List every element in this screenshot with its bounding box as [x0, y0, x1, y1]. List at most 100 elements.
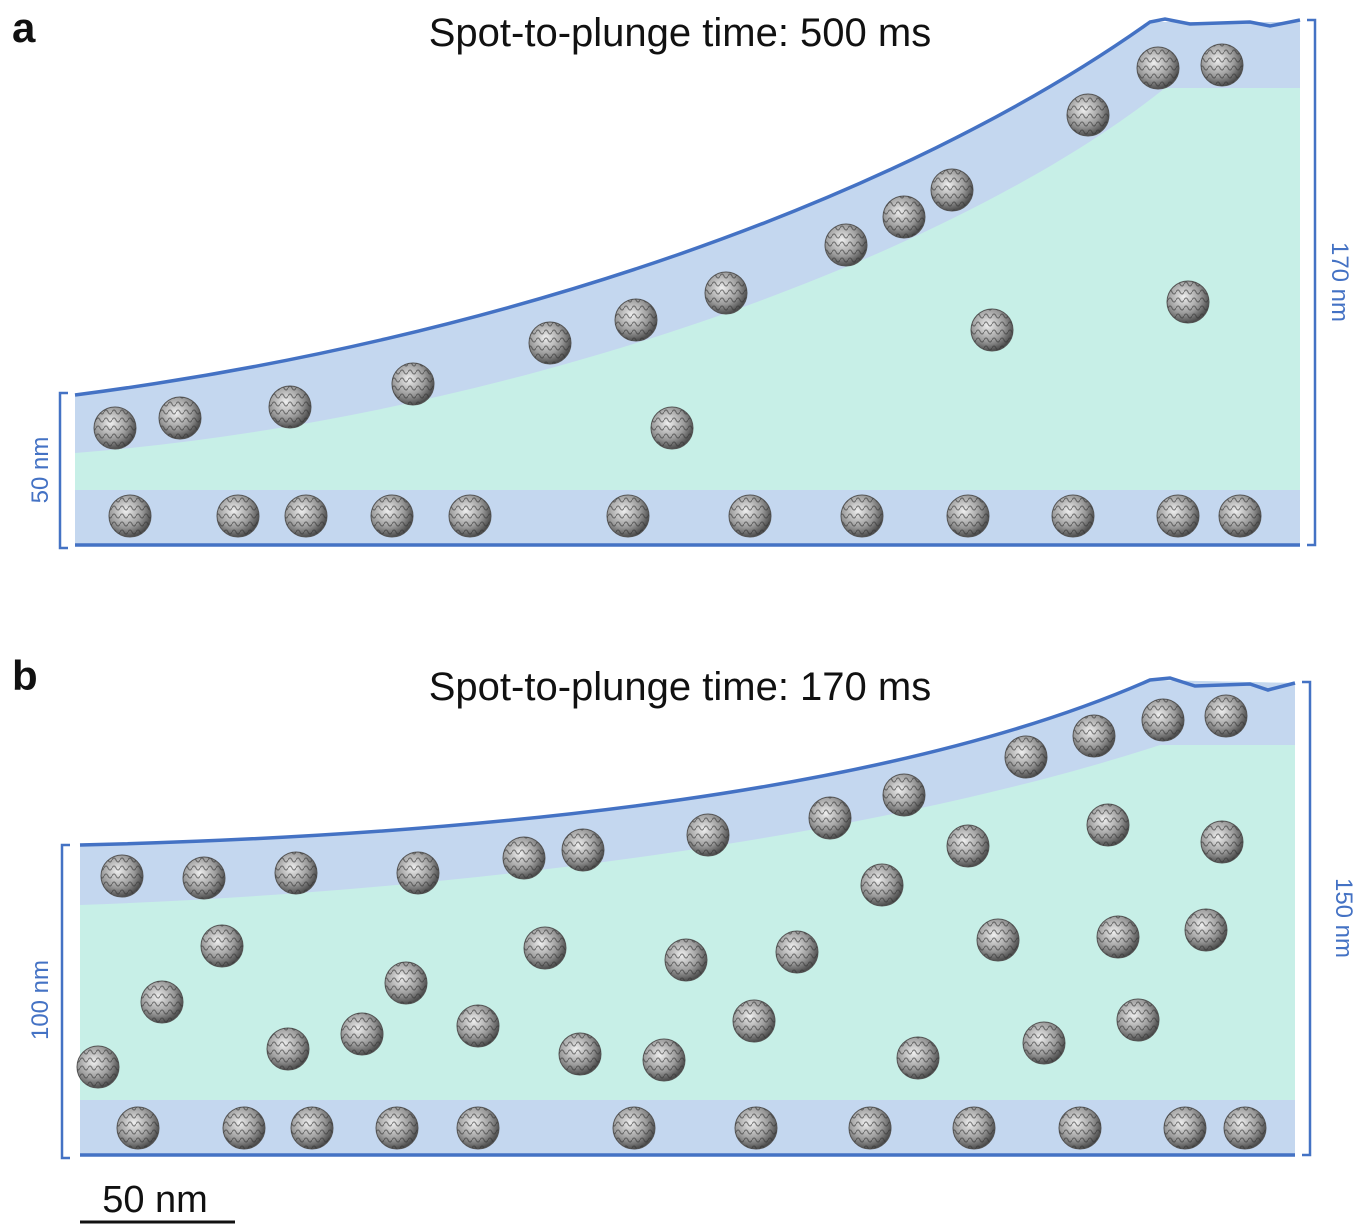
- particle-shape: [559, 1033, 601, 1075]
- particle-shape: [1087, 804, 1129, 846]
- particle-shape: [1219, 495, 1261, 537]
- particle-shape: [613, 1107, 655, 1149]
- particle: [735, 1107, 777, 1149]
- particle: [371, 495, 413, 537]
- particle: [861, 864, 903, 906]
- particle: [376, 1107, 418, 1149]
- particle: [223, 1107, 265, 1149]
- particle: [109, 495, 151, 537]
- particle-shape: [1137, 47, 1179, 89]
- particle: [665, 939, 707, 981]
- particle-shape: [94, 407, 136, 449]
- particle-shape: [1167, 281, 1209, 323]
- particle-shape: [897, 1037, 939, 1079]
- particle: [849, 1107, 891, 1149]
- particle-shape: [1201, 821, 1243, 863]
- particle: [1224, 1107, 1266, 1149]
- particle: [1005, 736, 1047, 778]
- particle-shape: [376, 1107, 418, 1149]
- particle: [883, 196, 925, 238]
- particle-shape: [503, 837, 545, 879]
- left-dimension: 100 nm: [27, 960, 54, 1040]
- particle-shape: [117, 1107, 159, 1149]
- particle: [841, 495, 883, 537]
- right-dimension: 170 nm: [1326, 242, 1353, 322]
- particle: [285, 495, 327, 537]
- particle: [457, 1005, 499, 1047]
- particle: [392, 363, 434, 405]
- particle: [1164, 1107, 1206, 1149]
- particle-shape: [457, 1005, 499, 1047]
- particle: [953, 1107, 995, 1149]
- particle: [1201, 44, 1243, 86]
- particle: [883, 774, 925, 816]
- particle: [385, 962, 427, 1004]
- particle-shape: [1201, 44, 1243, 86]
- particle-shape: [1059, 1107, 1101, 1149]
- particle-shape: [1224, 1107, 1266, 1149]
- particle: [1167, 281, 1209, 323]
- particle-shape: [201, 925, 243, 967]
- particle: [1205, 695, 1247, 737]
- particle-shape: [159, 397, 201, 439]
- particle: [947, 495, 989, 537]
- particle: [1185, 909, 1227, 951]
- particle-shape: [101, 855, 143, 897]
- particle: [524, 927, 566, 969]
- particle: [729, 495, 771, 537]
- particle-shape: [947, 495, 989, 537]
- particle-shape: [269, 386, 311, 428]
- particle: [397, 852, 439, 894]
- particle: [159, 397, 201, 439]
- particle-shape: [291, 1107, 333, 1149]
- particle: [291, 1107, 333, 1149]
- panel-title: Spot-to-plunge time: 170 ms: [429, 665, 931, 709]
- particle: [183, 857, 225, 899]
- particle: [977, 919, 1019, 961]
- particle-shape: [1023, 1022, 1065, 1064]
- particle-shape: [776, 931, 818, 973]
- particle: [809, 797, 851, 839]
- particle-shape: [529, 322, 571, 364]
- particle-shape: [217, 495, 259, 537]
- particle: [101, 855, 143, 897]
- particle: [776, 931, 818, 973]
- panel-label: b: [12, 652, 38, 699]
- particle-shape: [947, 825, 989, 867]
- particle: [1052, 495, 1094, 537]
- particle: [1097, 916, 1139, 958]
- particle-shape: [607, 495, 649, 537]
- particle: [341, 1013, 383, 1055]
- particle: [1137, 47, 1179, 89]
- particle-shape: [643, 1039, 685, 1081]
- particle: [705, 272, 747, 314]
- particle: [1157, 495, 1199, 537]
- panel-label: a: [12, 4, 36, 51]
- particle-shape: [1164, 1107, 1206, 1149]
- particle-shape: [267, 1028, 309, 1070]
- particle: [615, 299, 657, 341]
- particle: [141, 981, 183, 1023]
- particle-shape: [825, 224, 867, 266]
- particle: [687, 814, 729, 856]
- left-bracket: [60, 393, 68, 548]
- particle: [77, 1046, 119, 1088]
- particle: [733, 1000, 775, 1042]
- particle: [1067, 94, 1109, 136]
- particle: [559, 1033, 601, 1075]
- particle-shape: [183, 857, 225, 899]
- particle: [201, 925, 243, 967]
- particle-shape: [77, 1046, 119, 1088]
- particle: [503, 837, 545, 879]
- particle-shape: [931, 169, 973, 211]
- particle: [529, 322, 571, 364]
- panel-title: Spot-to-plunge time: 500 ms: [429, 11, 931, 55]
- particle: [267, 1028, 309, 1070]
- particle: [117, 1107, 159, 1149]
- particle-shape: [1117, 999, 1159, 1041]
- particle-shape: [285, 495, 327, 537]
- particle-shape: [371, 495, 413, 537]
- right-bracket: [1302, 682, 1310, 1155]
- particle-shape: [397, 852, 439, 894]
- figure: a Spot-to-plunge time: 500 ms 50 nm 170 …: [0, 0, 1369, 1230]
